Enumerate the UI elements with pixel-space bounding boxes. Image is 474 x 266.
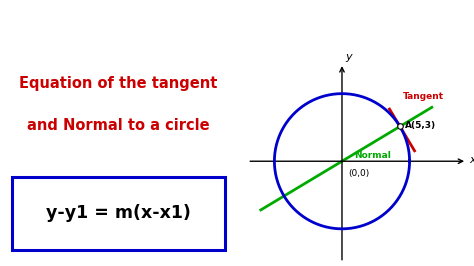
Text: x: x <box>469 155 474 165</box>
Text: and Normal to a circle: and Normal to a circle <box>27 118 210 132</box>
Text: Normal: Normal <box>354 151 391 160</box>
Text: y: y <box>346 52 352 62</box>
Text: Coordinate Geometry 2 - Circles: Coordinate Geometry 2 - Circles <box>43 20 431 40</box>
Text: A(5,3): A(5,3) <box>405 120 436 130</box>
Bar <box>12 177 225 250</box>
Text: y-y1 = m(x-x1): y-y1 = m(x-x1) <box>46 205 191 222</box>
Text: (0,0): (0,0) <box>349 169 370 178</box>
Text: Equation of the tangent: Equation of the tangent <box>19 76 218 91</box>
Text: Tangent: Tangent <box>403 92 445 101</box>
